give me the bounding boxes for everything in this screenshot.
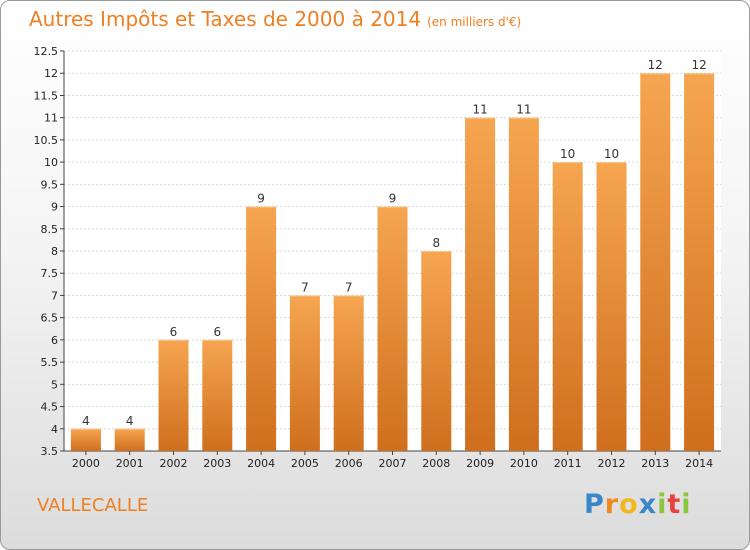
x-tick-label: 2007 (379, 457, 407, 470)
y-tick-label: 6 (51, 334, 58, 347)
x-tick-label: 2002 (160, 457, 188, 470)
x-tick-label: 2010 (510, 457, 538, 470)
bar-value-label: 12 (691, 58, 706, 72)
bar-value-label: 10 (560, 147, 575, 161)
x-tick-label: 2012 (598, 457, 626, 470)
bar (158, 339, 189, 451)
logo-letter: o (619, 489, 639, 520)
bar-value-label: 11 (472, 103, 487, 117)
logo-letter: r (604, 489, 620, 520)
y-tick-label: 10.5 (34, 134, 59, 147)
x-tick-label: 2009 (466, 457, 494, 470)
x-tick-label: 2004 (247, 457, 275, 470)
x-tick-label: 2005 (291, 457, 319, 470)
y-tick-label: 11 (44, 112, 58, 125)
y-tick-label: 4.5 (41, 401, 59, 414)
bar-value-label: 6 (213, 325, 221, 339)
x-tick-label: 2011 (554, 457, 582, 470)
y-tick-label: 11.5 (34, 89, 59, 102)
bar-value-label: 11 (516, 103, 531, 117)
proxiti-logo: Proxiti (584, 489, 692, 520)
bar-value-label: 12 (648, 58, 663, 72)
bar (508, 117, 539, 452)
bar-value-label: 9 (389, 192, 397, 206)
x-tick-label: 2008 (422, 457, 450, 470)
logo-letter: t (667, 489, 682, 520)
y-tick-label: 8 (51, 245, 58, 258)
bar-value-label: 8 (432, 236, 440, 250)
chart-unit: (en milliers d'€) (427, 15, 522, 29)
y-tick-label: 5 (51, 378, 58, 391)
y-tick-label: 8.5 (41, 223, 59, 236)
bar-value-label: 7 (301, 280, 309, 294)
x-tick-label: 2000 (72, 457, 100, 470)
y-tick-label: 9 (51, 201, 58, 214)
bar-value-label: 10 (604, 147, 619, 161)
bar (289, 295, 320, 451)
y-tick-label: 6.5 (41, 312, 59, 325)
logo-letter: i (657, 489, 668, 520)
bar (246, 206, 277, 451)
commune-name: VALLECALLE (37, 495, 149, 516)
logo-letter: P (584, 489, 605, 520)
chart-title-text: Autres Impôts et Taxes de 2000 à 2014 (29, 7, 422, 31)
bar (70, 428, 101, 451)
logo-letter: i (681, 489, 692, 520)
bar (114, 428, 145, 451)
bar-value-label: 4 (126, 414, 134, 428)
x-tick-label: 2001 (116, 457, 144, 470)
bar (684, 73, 715, 451)
bar (333, 295, 364, 451)
y-tick-label: 7.5 (41, 267, 59, 280)
bar-value-label: 4 (82, 414, 90, 428)
bar (377, 206, 408, 451)
y-tick-label: 5.5 (41, 356, 59, 369)
y-tick-label: 12 (44, 67, 58, 80)
bar-value-label: 6 (170, 325, 178, 339)
y-tick-label: 7 (51, 289, 58, 302)
bar (640, 73, 671, 451)
x-tick-label: 2014 (685, 457, 713, 470)
y-tick-label: 3.5 (41, 445, 59, 458)
bar (421, 251, 452, 451)
bar (552, 162, 583, 451)
bar-value-label: 9 (257, 192, 265, 206)
y-tick-label: 10 (44, 156, 58, 169)
y-tick-label: 9.5 (41, 178, 59, 191)
logo-letter: x (638, 489, 658, 520)
x-tick-label: 2003 (203, 457, 231, 470)
y-tick-label: 12.5 (34, 45, 59, 58)
bar-value-label: 7 (345, 280, 353, 294)
bar (465, 117, 496, 452)
x-tick-label: 2006 (335, 457, 363, 470)
y-tick-label: 4 (51, 423, 58, 436)
bar (596, 162, 627, 451)
x-tick-label: 2013 (641, 457, 669, 470)
bar (202, 339, 233, 451)
chart-title: Autres Impôts et Taxes de 2000 à 2014 (en… (29, 7, 521, 31)
